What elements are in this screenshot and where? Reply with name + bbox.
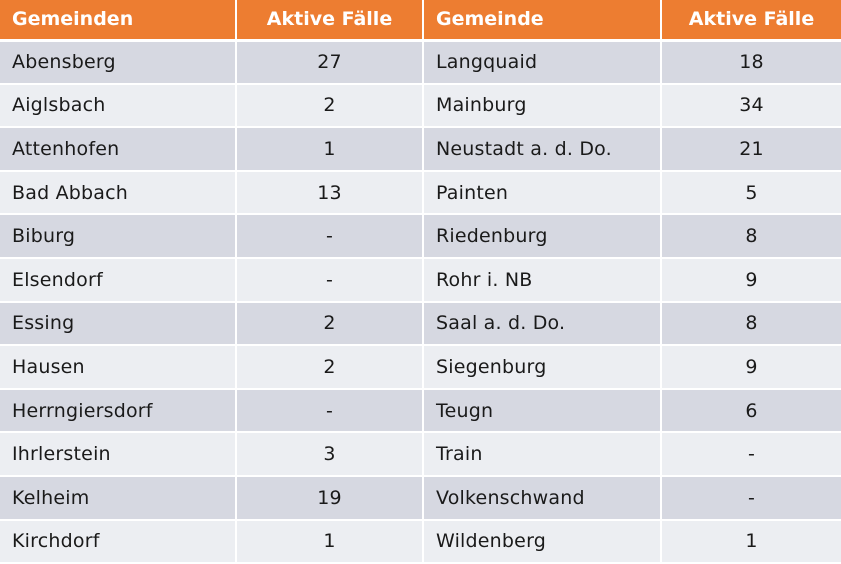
municipality-name-cell: Langquaid <box>423 40 662 85</box>
table-row: Ihrlerstein 3 Train - <box>0 432 841 477</box>
table-row: Bad Abbach 13 Painten 5 <box>0 170 841 216</box>
active-cases-cell: 9 <box>661 257 841 303</box>
active-cases-cell: 1 <box>661 519 841 564</box>
active-cases-cell: 13 <box>236 170 424 216</box>
active-cases-cell: 19 <box>236 475 424 521</box>
active-cases-cell: - <box>236 257 424 303</box>
table-row: Abensberg 27 Langquaid 18 <box>0 40 841 85</box>
table-row: Hausen 2 Siegenburg 9 <box>0 345 841 390</box>
active-cases-cell: 27 <box>236 40 424 85</box>
active-cases-cell: - <box>236 214 424 259</box>
active-cases-cell: 6 <box>661 388 841 434</box>
active-cases-cell: 3 <box>236 432 424 477</box>
active-cases-cell: 9 <box>661 345 841 390</box>
table-row: Kirchdorf 1 Wildenberg 1 <box>0 519 841 564</box>
table-header: Gemeinden Aktive Fälle Gemeinde Aktive F… <box>0 0 841 42</box>
active-cases-cell: 2 <box>236 83 424 129</box>
header-active-cases-left: Aktive Fälle <box>236 0 424 42</box>
active-cases-cell: 1 <box>236 519 424 564</box>
active-cases-cell: - <box>236 388 424 434</box>
table-row: Elsendorf - Rohr i. NB 9 <box>0 257 841 303</box>
table-row: Attenhofen 1 Neustadt a. d. Do. 21 <box>0 127 841 172</box>
municipality-name-cell: Neustadt a. d. Do. <box>423 127 662 172</box>
municipality-name-cell: Saal a. d. Do. <box>423 301 662 347</box>
municipality-name-cell: Kelheim <box>0 475 237 521</box>
municipality-name-cell: Bad Abbach <box>0 170 237 216</box>
municipality-name-cell: Ihrlerstein <box>0 432 237 477</box>
municipality-name-cell: Wildenberg <box>423 519 662 564</box>
municipality-name-cell: Kirchdorf <box>0 519 237 564</box>
active-cases-cell: 2 <box>236 345 424 390</box>
active-cases-cell: 1 <box>236 127 424 172</box>
active-cases-cell: 8 <box>661 301 841 347</box>
table-row: Essing 2 Saal a. d. Do. 8 <box>0 301 841 347</box>
active-cases-cell: 18 <box>661 40 841 85</box>
active-cases-cell: - <box>661 475 841 521</box>
table-row: Kelheim 19 Volkenschwand - <box>0 475 841 521</box>
active-cases-cell: 2 <box>236 301 424 347</box>
table-row: Biburg - Riedenburg 8 <box>0 214 841 259</box>
active-cases-cell: 8 <box>661 214 841 259</box>
municipality-name-cell: Elsendorf <box>0 257 237 303</box>
table-row: Aiglsbach 2 Mainburg 34 <box>0 83 841 129</box>
municipality-name-cell: Mainburg <box>423 83 662 129</box>
active-cases-cell: - <box>661 432 841 477</box>
municipality-name-cell: Essing <box>0 301 237 347</box>
municipality-name-cell: Volkenschwand <box>423 475 662 521</box>
header-municipalities-left: Gemeinden <box>0 0 237 42</box>
header-municipality-right: Gemeinde <box>423 0 662 42</box>
header-row: Gemeinden Aktive Fälle Gemeinde Aktive F… <box>0 0 841 42</box>
municipality-name-cell: Rohr i. NB <box>423 257 662 303</box>
active-cases-cell: 5 <box>661 170 841 216</box>
municipality-name-cell: Abensberg <box>0 40 237 85</box>
municipality-name-cell: Train <box>423 432 662 477</box>
municipality-name-cell: Biburg <box>0 214 237 259</box>
municipality-name-cell: Herrngiersdorf <box>0 388 237 434</box>
municipality-name-cell: Siegenburg <box>423 345 662 390</box>
header-active-cases-right: Aktive Fälle <box>661 0 841 42</box>
municipality-name-cell: Aiglsbach <box>0 83 237 129</box>
active-cases-cell: 34 <box>661 83 841 129</box>
table-body: Abensberg 27 Langquaid 18 Aiglsbach 2 Mainburg… <box>0 40 841 564</box>
municipality-name-cell: Teugn <box>423 388 662 434</box>
municipality-name-cell: Hausen <box>0 345 237 390</box>
municipality-name-cell: Attenhofen <box>0 127 237 172</box>
municipality-name-cell: Painten <box>423 170 662 216</box>
municipality-name-cell: Riedenburg <box>423 214 662 259</box>
active-cases-cell: 21 <box>661 127 841 172</box>
table-row: Herrngiersdorf - Teugn 6 <box>0 388 841 434</box>
